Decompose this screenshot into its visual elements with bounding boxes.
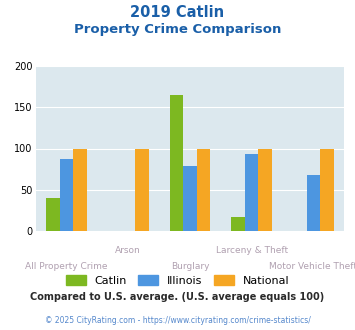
Text: Property Crime Comparison: Property Crime Comparison [74,23,281,36]
Text: Larceny & Theft: Larceny & Theft [215,246,288,255]
Text: 2019 Catlin: 2019 Catlin [130,5,225,20]
Text: All Property Crime: All Property Crime [25,262,108,271]
Bar [258,148,272,231]
Bar [170,95,183,231]
Text: Burglary: Burglary [171,262,209,271]
Bar [307,175,320,231]
Text: Compared to U.S. average. (U.S. average equals 100): Compared to U.S. average. (U.S. average … [31,292,324,302]
Legend: Catlin, Illinois, National: Catlin, Illinois, National [62,271,293,289]
Bar [73,148,87,231]
Bar [46,198,60,231]
Bar [60,159,73,231]
Text: © 2025 CityRating.com - https://www.cityrating.com/crime-statistics/: © 2025 CityRating.com - https://www.city… [45,316,310,325]
Bar [183,166,197,231]
Text: Motor Vehicle Theft: Motor Vehicle Theft [269,262,355,271]
Bar [231,217,245,231]
Bar [135,148,148,231]
Bar [245,154,258,231]
Text: Arson: Arson [115,246,141,255]
Bar [197,148,210,231]
Bar [320,148,334,231]
